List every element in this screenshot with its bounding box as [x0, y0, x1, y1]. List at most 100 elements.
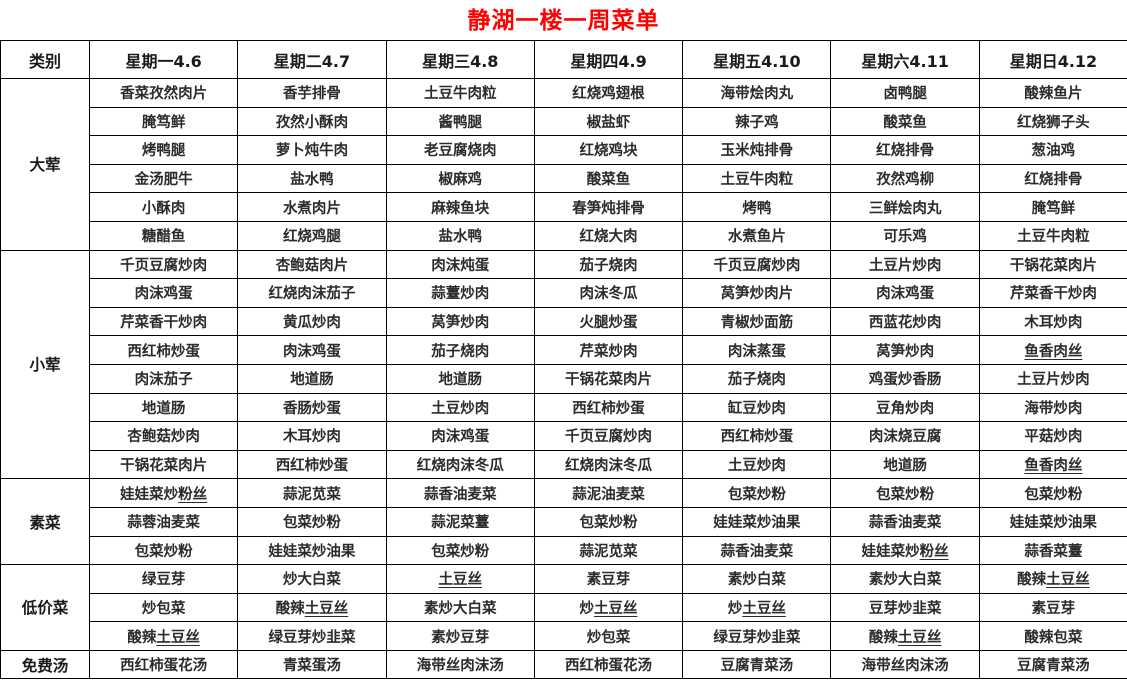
- menu-item-cell: 蒜香菜薹: [978, 535, 1127, 566]
- menu-item-cell: 茄子烧肉: [682, 363, 832, 394]
- menu-item-cell: 包菜炒粉: [385, 535, 535, 566]
- menu-item-cell: 鸡蛋炒香肠: [830, 363, 980, 394]
- category-cell: 小荤: [0, 249, 90, 480]
- menu-item-cell: 红烧排骨: [978, 163, 1127, 194]
- menu-item-cell: 红烧鸡腿: [237, 220, 387, 251]
- menu-item-text: 炒: [579, 600, 595, 617]
- table-row: 包菜炒粉 娃娃菜炒油果 包菜炒粉 蒜泥苋菜 蒜香油麦菜 娃娃菜炒粉丝 蒜香菜薹: [1, 535, 1127, 566]
- menu-item-cell: 酸辣土豆丝: [237, 592, 387, 623]
- menu-item-cell: 腌笃鲜: [978, 192, 1127, 222]
- menu-item-cell: 平菇炒肉: [978, 421, 1127, 451]
- table-row: 腌笃鲜 孜然小酥肉 酱鸭腿 椒盐虾 辣子鸡 酸菜鱼 红烧狮子头: [1, 106, 1127, 137]
- menu-item-cell: 椒麻鸡: [385, 163, 535, 194]
- menu-item-cell: 肉沫蒸蛋: [682, 335, 832, 365]
- table-row: 低价菜 绿豆芽 炒大白菜 土豆丝 素豆芽 素炒白菜 素炒大白菜 酸辣土豆丝: [0, 564, 1127, 651]
- menu-item-cell: 土豆丝: [385, 564, 535, 594]
- menu-item-cell: 千页豆腐炒肉: [533, 421, 684, 451]
- menu-item-cell: 缸豆炒肉: [682, 392, 832, 423]
- menu-item-cell: 青菜蛋汤: [237, 649, 387, 680]
- menu-item-cell: 西红柿炒蛋: [88, 335, 239, 365]
- menu-item-cell: 蒜泥菜薹: [385, 506, 535, 537]
- menu-item-text: 娃娃菜炒: [861, 543, 920, 560]
- menu-item-cell: 蒜香油麦菜: [385, 478, 535, 508]
- menu-item-cell: 土豆牛肉粒: [682, 163, 832, 194]
- menu-item-cell: 蒜薹炒肉: [385, 278, 535, 308]
- header-category: 类别: [0, 40, 90, 79]
- menu-item-cell: 青椒炒面筋: [682, 306, 832, 337]
- table-row: 小荤 千页豆腐炒肉 杏鲍菇肉片 肉沫炖蛋 茄子烧肉 千页豆腐炒肉 土豆片炒肉 干锅花菜肉片: [0, 249, 1127, 480]
- menu-item-underlined-text: 土豆丝: [897, 629, 942, 646]
- menu-item-cell: 芹菜香干炒肉: [978, 278, 1127, 308]
- header-day-3: 星期三4.8: [385, 40, 535, 79]
- menu-item-cell: 豆芽炒韭菜: [830, 592, 980, 623]
- category-cell: 免费汤: [0, 649, 90, 680]
- header-day-6: 星期六4.11: [830, 40, 980, 79]
- menu-item-cell: 素炒大白菜: [385, 592, 535, 623]
- menu-item-cell: 肉沫鸡蛋: [237, 335, 387, 365]
- menu-item-cell: 黄瓜炒肉: [237, 306, 387, 337]
- table-row: 肉沫鸡蛋 红烧肉沫茄子 蒜薹炒肉 肉沫冬瓜 莴笋炒肉片 肉沫鸡蛋 芹菜香干炒肉: [1, 278, 1127, 308]
- menu-item-cell: 地道肠: [237, 363, 387, 394]
- menu-item-cell: 红烧鸡翅根: [533, 78, 684, 108]
- menu-item-cell: 烤鸭: [682, 192, 832, 222]
- menu-item-cell: 火腿炒蛋: [533, 306, 684, 337]
- menu-item-cell: 莴笋炒肉: [830, 335, 980, 365]
- menu-item-cell: 炒土豆丝: [533, 592, 684, 623]
- header-day-2: 星期二4.7: [237, 40, 387, 79]
- menu-item-cell: 娃娃菜炒油果: [237, 535, 387, 566]
- menu-item-cell: 肉沫炖蛋: [385, 249, 535, 280]
- menu-item-cell: 西蓝花炒肉: [830, 306, 980, 337]
- menu-item-cell: 芹菜炒肉: [533, 335, 684, 365]
- menu-item-underlined-text: 土豆丝: [304, 600, 349, 617]
- menu-item-underlined-text: 土豆丝: [1046, 572, 1090, 589]
- menu-item-text: 炒: [727, 600, 743, 617]
- header-day-5: 星期五4.10: [682, 40, 832, 79]
- menu-item-underlined-text: 土豆丝: [742, 600, 786, 617]
- menu-item-text: 酸辣: [868, 629, 898, 646]
- menu-item-text: 酸辣: [127, 629, 157, 646]
- menu-item-cell: 茄子烧肉: [385, 335, 535, 365]
- menu-item-cell: 红烧狮子头: [978, 106, 1127, 137]
- menu-item-cell: 炒土豆丝: [682, 592, 832, 623]
- menu-item-cell: 肉沫烧豆腐: [830, 421, 980, 451]
- menu-item-cell: 娃娃菜炒粉丝: [830, 535, 980, 566]
- menu-item-cell: 包菜炒粉: [830, 478, 980, 508]
- menu-item-underlined-text: 粉丝: [178, 486, 208, 503]
- table-row: 杏鲍菇炒肉 木耳炒肉 肉沫鸡蛋 千页豆腐炒肉 西红柿炒蛋 肉沫烧豆腐 平菇炒肉: [1, 421, 1127, 451]
- menu-item-cell: 红烧肉沫冬瓜: [385, 449, 535, 480]
- menu-item-cell: 可乐鸡: [830, 220, 980, 251]
- menu-item-cell: 椒盐虾: [533, 106, 684, 137]
- menu-item-cell: 葱油鸡: [978, 135, 1127, 165]
- menu-item-cell: 土豆炒肉: [385, 392, 535, 423]
- menu-item-cell: 土豆片炒肉: [978, 363, 1127, 394]
- menu-item-underlined-text: 鱼香肉丝: [1024, 343, 1083, 360]
- menu-item-cell: 炒包菜: [88, 592, 239, 623]
- menu-item-cell: 金汤肥牛: [88, 163, 239, 194]
- menu-item-cell: 海带烩肉丸: [682, 78, 832, 108]
- menu-item-cell: 素炒白菜: [682, 564, 832, 594]
- menu-item-underlined-text: 粉丝: [919, 543, 949, 560]
- menu-item-cell: 香菜孜然肉片: [88, 78, 239, 108]
- menu-item-cell: 包菜炒粉: [237, 506, 387, 537]
- menu-item-cell: 红烧肉沫茄子: [237, 278, 387, 308]
- menu-item-cell: 包菜炒粉: [533, 506, 684, 537]
- menu-item-cell: 绿豆芽炒韭菜: [237, 621, 387, 651]
- menu-item-cell: 地道肠: [385, 363, 535, 394]
- menu-item-cell: 海带丝肉沫汤: [385, 649, 535, 680]
- menu-item-cell: 肉沫冬瓜: [533, 278, 684, 308]
- menu-item-cell: 玉米炖排骨: [682, 135, 832, 165]
- menu-item-underlined-text: 土豆丝: [594, 600, 638, 617]
- menu-item-cell: 肉沫鸡蛋: [385, 421, 535, 451]
- menu-item-cell: 鱼香肉丝: [978, 335, 1127, 365]
- menu-item-underlined-text: 鱼香肉丝: [1024, 458, 1083, 475]
- menu-item-cell: 豆腐青菜汤: [978, 649, 1127, 680]
- header-day-4: 星期四4.9: [533, 40, 684, 79]
- menu-item-cell: 酸辣土豆丝: [88, 621, 239, 651]
- menu-item-cell: 三鲜烩肉丸: [830, 192, 980, 222]
- menu-item-cell: 绿豆芽炒韭菜: [682, 621, 832, 651]
- menu-item-cell: 炒大白菜: [237, 564, 387, 594]
- menu-item-cell: 干锅花菜肉片: [88, 449, 239, 480]
- menu-item-cell: 杏鲍菇肉片: [237, 249, 387, 280]
- menu-item-cell: 辣子鸡: [682, 106, 832, 137]
